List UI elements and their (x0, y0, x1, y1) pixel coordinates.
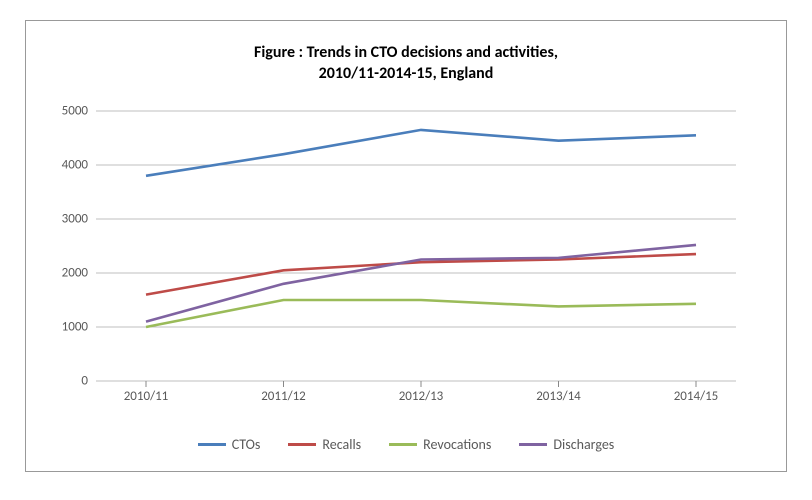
legend-swatch (389, 443, 417, 446)
plot-area: 0100020003000400050002010/112011/122012/… (96, 111, 736, 381)
legend-label: Recalls (322, 436, 361, 453)
y-tick-label: 5000 (62, 104, 88, 119)
line-chart-svg (96, 111, 736, 381)
legend-item: CTOs (198, 436, 261, 453)
legend-item: Revocations (389, 436, 491, 453)
legend: CTOs Recalls Revocations Discharges (26, 436, 786, 453)
legend-swatch (519, 443, 547, 446)
legend-label: Discharges (553, 436, 614, 453)
legend-swatch (288, 443, 316, 446)
legend-swatch (198, 443, 226, 446)
x-tick-label: 2011/12 (261, 389, 306, 404)
chart-container: Figure : Trends in CTO decisions and act… (25, 20, 787, 472)
y-tick-label: 1000 (62, 320, 88, 335)
y-tick-label: 4000 (62, 158, 88, 173)
x-tick-label: 2010/11 (124, 389, 169, 404)
legend-item: Recalls (288, 436, 361, 453)
x-tick-label: 2013/14 (536, 389, 581, 404)
y-tick-label: 2000 (62, 266, 88, 281)
x-tick-label: 2012/13 (399, 389, 444, 404)
chart-title-line2: 2010/11-2014-15, England (26, 64, 786, 85)
legend-label: CTOs (232, 436, 261, 453)
chart-title: Figure : Trends in CTO decisions and act… (26, 21, 786, 95)
chart-title-line1: Figure : Trends in CTO decisions and act… (26, 43, 786, 64)
x-tick-label: 2014/15 (674, 389, 719, 404)
legend-label: Revocations (423, 436, 491, 453)
y-tick-label: 3000 (62, 212, 88, 227)
y-tick-label: 0 (81, 374, 88, 389)
legend-item: Discharges (519, 436, 614, 453)
